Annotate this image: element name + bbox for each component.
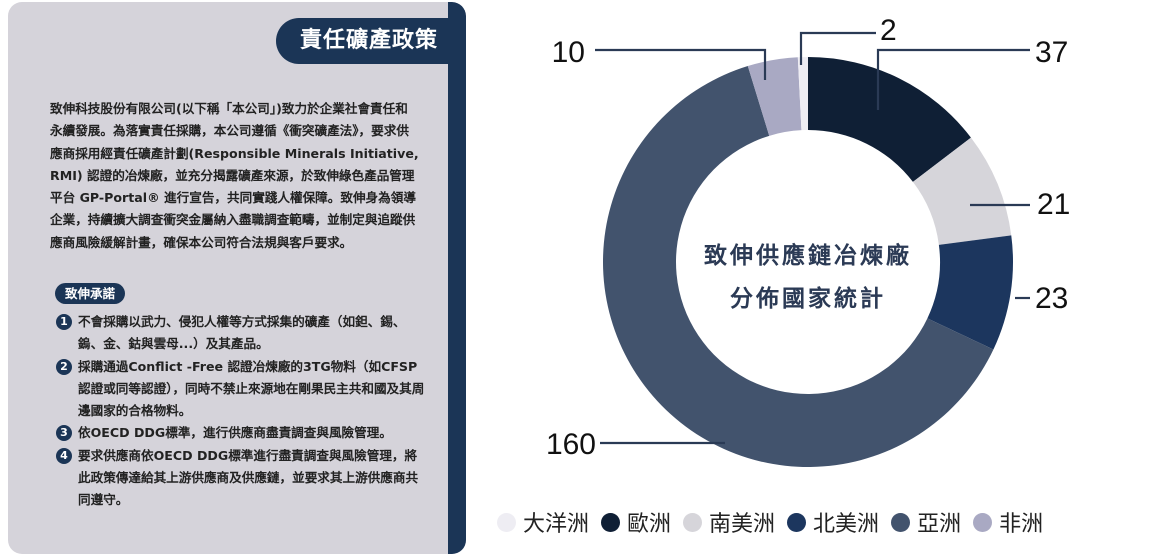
leader-line: [799, 31, 876, 65]
chart-legend: 大洋洲 歐洲 南美洲 北美洲 亞洲 非洲: [497, 506, 1055, 538]
pledge-text: 採購通過Conflict -Free 認證冶煉廠的3TG物料（如CFSP認證或同…: [78, 358, 425, 419]
legend-item: 歐洲: [601, 506, 671, 538]
number-badge-icon: 2: [56, 358, 72, 375]
pledge-item: 1 不會採購以武力、侵犯人權等方式採集的礦產（如鉭、錫、鎢、金、鈷與雲母...）及…: [56, 311, 426, 356]
pledge-item: 2 採購通過Conflict -Free 認證冶煉廠的3TG物料（如CFSP認證或…: [56, 356, 426, 423]
card-title: 責任礦產政策: [275, 18, 466, 64]
legend-item: 南美洲: [683, 506, 775, 538]
intro-paragraph: 致伸科技股份有限公司(以下稱「本公司」)致力於企業社會責任和永續發展。為落實責任…: [50, 101, 419, 250]
slice-非洲: [747, 57, 802, 136]
legend-label: 亞洲: [917, 512, 962, 537]
value-label: 2: [880, 14, 897, 47]
number-badge-icon: 1: [56, 314, 72, 330]
legend-swatch-icon: [683, 512, 703, 532]
legend-label: 北美洲: [813, 512, 880, 537]
legend-item: 北美洲: [787, 506, 879, 538]
legend-item: 亞洲: [891, 506, 961, 538]
card-accent-band: [448, 2, 466, 554]
legend-label: 歐洲: [627, 512, 672, 537]
leader-line: [876, 48, 1030, 110]
legend-swatch-icon: [787, 512, 807, 532]
pledge-item: 4 要求供應商依OECD DDG標準進行盡責調查與風險管理，將此政策傳達給其上游供…: [56, 445, 426, 512]
legend-item: 非洲: [973, 506, 1043, 538]
pledge-text: 依OECD DDG標準，進行供應商盡責調查與風險管理。: [78, 425, 392, 441]
pledge-badge: 致伸承諾: [55, 283, 126, 304]
policy-card: 責任礦產政策 致伸科技股份有限公司(以下稱「本公司」)致力於企業社會責任和永續發…: [8, 2, 466, 554]
pledge-item: 3 依OECD DDG標準，進行供應商盡責調查與風險管理。: [56, 422, 426, 444]
value-label: 21: [1037, 188, 1070, 221]
value-label: 10: [552, 36, 585, 69]
legend-item: 大洋洲: [497, 506, 589, 538]
leader-line: [595, 48, 767, 80]
slice-大洋洲: [797, 57, 808, 131]
legend-swatch-icon: [891, 512, 911, 532]
number-badge-icon: 4: [56, 447, 72, 464]
legend-label: 大洋洲: [523, 512, 590, 537]
slice-南美洲: [912, 137, 1012, 245]
legend-swatch-icon: [497, 512, 516, 532]
legend-label: 南美洲: [709, 512, 776, 537]
slice-歐洲: [808, 57, 971, 182]
chart-title-line-1: 致伸供應鏈冶煉廠: [704, 242, 912, 269]
pledge-list: 1 不會採購以武力、侵犯人權等方式採集的礦產（如鉭、錫、鎢、金、鈷與雲母...）及…: [56, 311, 426, 512]
legend-swatch-icon: [601, 512, 621, 532]
number-badge-icon: 3: [56, 425, 72, 442]
legend-label: 非洲: [999, 512, 1044, 537]
value-label: 37: [1035, 36, 1068, 69]
pledge-text: 要求供應商依OECD DDG標準進行盡責調查與風險管理，將此政策傳達給其上游供應…: [78, 447, 419, 508]
pledge-text: 不會採購以武力、侵犯人權等方式採集的礦產（如鉭、錫、鎢、金、鈷與雲母...）及其…: [78, 314, 406, 352]
value-label: 23: [1035, 282, 1068, 315]
slice-北美洲: [927, 235, 1013, 350]
legend-swatch-icon: [973, 512, 993, 532]
chart-title-line-2: 分佈國家統計: [730, 285, 886, 312]
slice-亞洲: [603, 66, 994, 467]
value-label: 160: [546, 428, 596, 461]
